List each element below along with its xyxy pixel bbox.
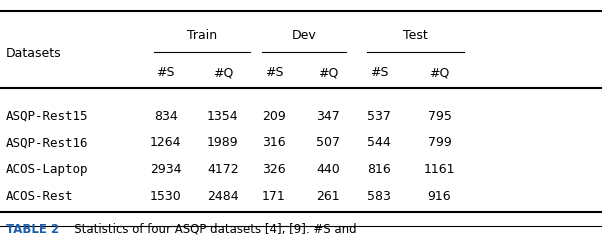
Text: #S: #S [265,66,283,79]
Text: ASQP-Rest15: ASQP-Rest15 [6,110,88,123]
Text: Train: Train [187,29,217,42]
Text: 326: 326 [262,163,286,176]
Text: 316: 316 [262,136,286,149]
Text: ACOS-Rest: ACOS-Rest [6,189,73,203]
Text: 816: 816 [367,163,391,176]
Text: #Q: #Q [318,66,338,79]
Text: 1989: 1989 [207,136,238,149]
Text: Datasets: Datasets [6,47,61,60]
Text: ACOS-Laptop: ACOS-Laptop [6,163,88,176]
Text: 583: 583 [367,189,391,203]
Text: 544: 544 [367,136,391,149]
Text: 2934: 2934 [150,163,181,176]
Text: 795: 795 [427,110,452,123]
Text: 171: 171 [262,189,286,203]
Text: 916: 916 [427,189,452,203]
Text: 1264: 1264 [150,136,181,149]
Text: Dev: Dev [291,29,317,42]
Text: 537: 537 [367,110,391,123]
Text: #S: #S [370,66,388,79]
Text: 1354: 1354 [207,110,238,123]
Text: ASQP-Rest16: ASQP-Rest16 [6,136,88,149]
Text: 209: 209 [262,110,286,123]
Text: 1530: 1530 [150,189,181,203]
Text: #Q: #Q [213,66,233,79]
Text: 4172: 4172 [207,163,238,176]
Text: 834: 834 [154,110,178,123]
Text: 261: 261 [316,189,340,203]
Text: Test: Test [403,29,428,42]
Text: 1161: 1161 [424,163,455,176]
Text: TABLE 2: TABLE 2 [6,223,59,236]
Text: 440: 440 [316,163,340,176]
Text: 347: 347 [316,110,340,123]
Text: #S: #S [157,66,175,79]
Text: #Q: #Q [429,66,450,79]
Text: 507: 507 [316,136,340,149]
Text: Statistics of four ASQP datasets [4], [9]. #S and: Statistics of four ASQP datasets [4], [9… [63,223,357,236]
Text: 799: 799 [427,136,452,149]
Text: 2484: 2484 [207,189,238,203]
